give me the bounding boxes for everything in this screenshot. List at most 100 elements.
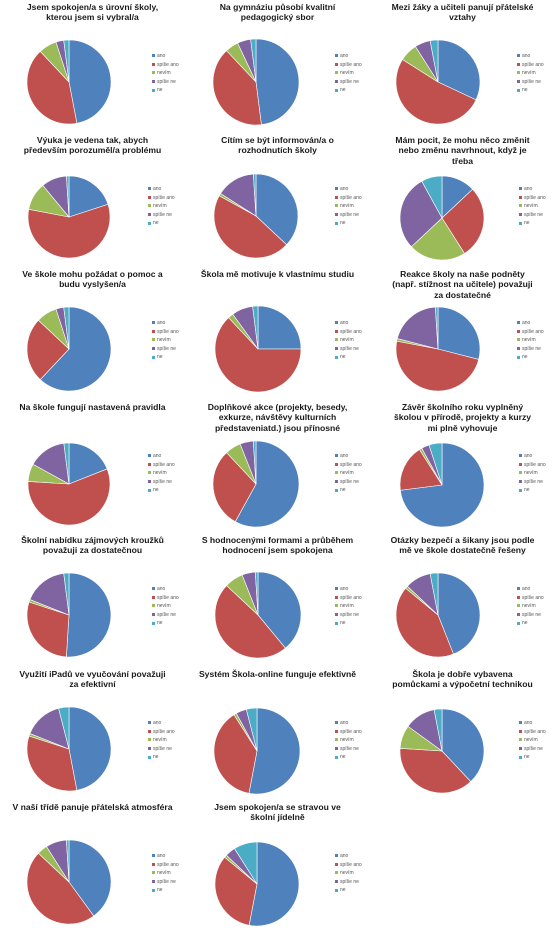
- legend-swatch: [519, 187, 522, 191]
- pie-chart: [213, 173, 299, 259]
- legend-item: ne: [519, 486, 546, 495]
- legend-item: ano: [152, 52, 179, 61]
- legend-item: spíše ano: [148, 728, 175, 737]
- legend-label: ano: [340, 453, 349, 459]
- pie-slice-ano: [437, 306, 481, 360]
- chart-title: Ve škole mohu požádat o pomoc a budu vys…: [22, 269, 163, 290]
- legend-item: ano: [517, 585, 544, 594]
- legend-swatch: [335, 195, 338, 199]
- legend-label: spíše ano: [524, 728, 546, 735]
- legend-swatch: [519, 729, 522, 733]
- legend-item: spíše ano: [335, 61, 362, 70]
- legend-item: ano: [335, 452, 362, 461]
- legend-swatch: [335, 454, 338, 458]
- legend-label: spíše ano: [340, 328, 362, 335]
- legend-swatch: [335, 79, 338, 83]
- legend-swatch: [335, 187, 338, 191]
- chart-legend: ano spíše ano nevím spíše ne ne: [148, 185, 175, 228]
- legend-swatch: [519, 479, 522, 483]
- legend-item: spíše ne: [519, 478, 546, 487]
- chart-legend: ano spíše ano nevím spíše ne ne: [517, 52, 544, 95]
- legend-swatch: [335, 462, 338, 466]
- pie-slice-ano: [257, 305, 302, 350]
- legend-swatch: [148, 462, 151, 466]
- legend-item: spíše ne: [335, 78, 362, 87]
- legend-swatch: [335, 338, 338, 342]
- legend-item: ano: [152, 319, 179, 328]
- legend-swatch: [517, 346, 520, 350]
- chart-legend: ano spíše ano nevím spíše ne ne: [335, 185, 362, 228]
- pie-chart-panel: Doplňkové akce (projekty, besedy, exkurz…: [185, 400, 370, 533]
- chart-title: V naší třídě panuje přátelská atmosféra: [12, 802, 173, 812]
- legend-label: spíše ano: [522, 594, 544, 601]
- chart-title: Škola mě motivuje k vlastnímu studiu: [200, 269, 355, 279]
- legend-item: ano: [519, 719, 546, 728]
- pie-slice-ne: [252, 305, 259, 350]
- legend-swatch: [335, 355, 338, 359]
- legend-label: spíše ano: [153, 194, 175, 201]
- legend-swatch: [335, 88, 338, 92]
- chart-legend: ano spíše ano nevím spíše ne ne: [335, 585, 362, 628]
- legend-label: spíše ne: [524, 478, 543, 485]
- legend-swatch: [335, 738, 338, 742]
- legend-item: spíše ne: [517, 78, 544, 87]
- pie-slice-spíše-ano: [26, 601, 70, 658]
- legend-label: spíše ano: [340, 594, 362, 601]
- legend-item: spíše ne: [519, 745, 546, 754]
- pie-chart-panel: Ve škole mohu požádat o pomoc a budu vys…: [0, 267, 185, 400]
- pie-chart-panel: Systém Škola-online funguje efektivně ano…: [185, 667, 370, 800]
- legend-swatch: [335, 346, 338, 350]
- pie-slice-ne: [433, 708, 443, 752]
- legend-label: spíše ano: [340, 461, 362, 468]
- chart-legend: ano spíše ano nevím spíše ne ne: [335, 319, 362, 362]
- pie-slice-spíše-ano: [26, 735, 78, 792]
- pie-slice-ano: [68, 706, 112, 791]
- pie-slice-spíše-ne: [396, 306, 439, 350]
- legend-label: spíše ne: [157, 345, 176, 352]
- legend-swatch: [152, 888, 155, 892]
- legend-swatch: [335, 488, 338, 492]
- pie-slice-spíše-ano: [395, 340, 480, 392]
- legend-label: spíše ano: [340, 861, 362, 868]
- legend-swatch: [148, 738, 151, 742]
- chart-title: Cítím se být informován/a o rozhodnutích…: [221, 135, 334, 156]
- legend-swatch: [335, 212, 338, 216]
- legend-item: spíše ano: [335, 194, 362, 203]
- legend-item: spíše ano: [335, 594, 362, 603]
- legend-label: spíše ne: [153, 745, 172, 752]
- legend-swatch: [335, 54, 338, 58]
- pie-slice-spíše-ano: [395, 59, 477, 125]
- pie-slice-ano: [66, 572, 112, 658]
- pie-chart-panel: Závěr školního roku vyplněný školou v př…: [370, 400, 555, 533]
- chart-title: Na škole fungují nastavená pravidla: [19, 402, 166, 412]
- legend-swatch: [152, 854, 155, 858]
- legend-label: spíše ne: [522, 611, 541, 618]
- legend-swatch: [152, 621, 155, 625]
- pie-chart-panel: Škola mě motivuje k vlastnímu studiu ano s…: [185, 267, 370, 400]
- pie-chart-panel: V naší třídě panuje přátelská atmosféra a…: [0, 800, 185, 933]
- legend-swatch: [152, 338, 155, 342]
- legend-label: ne: [524, 487, 530, 494]
- pie-slice-ne: [63, 572, 70, 616]
- pie-slice-ano: [248, 707, 301, 795]
- legend-label: ano: [153, 186, 162, 192]
- legend-item: spíše ne: [519, 211, 546, 220]
- pie-slice-spíše-ano: [213, 195, 288, 259]
- pie-slice-ano: [248, 841, 300, 927]
- legend-label: ano: [157, 853, 166, 859]
- legend-item: ne: [152, 353, 179, 362]
- chart-legend: ano spíše ano nevím spíše ne ne: [517, 319, 544, 362]
- chart-legend: ano spíše ano nevím spíše ne ne: [517, 585, 544, 628]
- legend-item: spíše ano: [152, 861, 179, 870]
- legend-label: spíše ano: [340, 194, 362, 201]
- legend-item: nevím: [152, 869, 179, 878]
- legend-item: spíše ne: [335, 745, 362, 754]
- pie-slice-ne: [234, 841, 258, 886]
- legend-label: nevím: [524, 470, 538, 477]
- legend-item: spíše ano: [152, 328, 179, 337]
- legend-label: nevím: [340, 603, 354, 610]
- legend-label: spíše ano: [153, 461, 175, 468]
- legend-item: ano: [335, 852, 362, 861]
- chart-legend: ano spíše ano nevím spíše ne ne: [335, 52, 362, 95]
- legend-item: nevím: [335, 469, 362, 478]
